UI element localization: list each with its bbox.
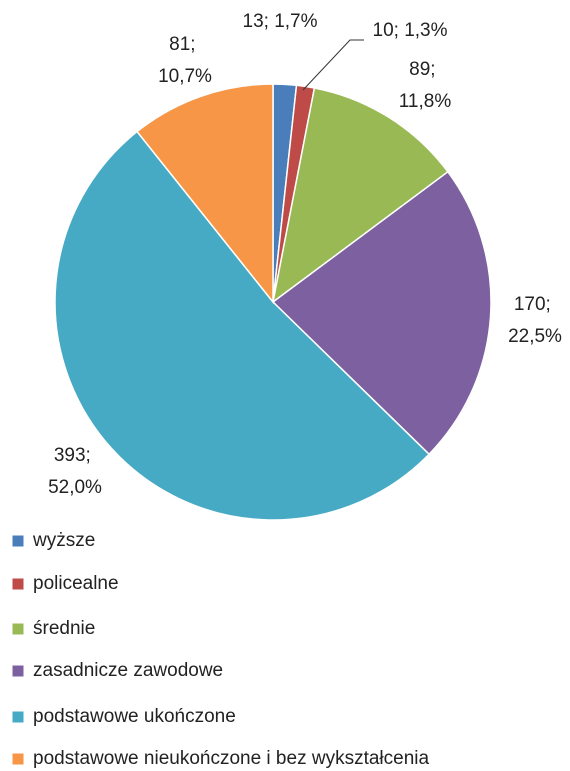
data-label: 170; 22,5%: [508, 294, 562, 347]
data-label: 81; 10,7%: [158, 34, 212, 87]
legend-swatch: [11, 534, 25, 548]
data-label-line: 393;: [54, 445, 96, 466]
legend-label: policealne: [33, 573, 119, 594]
data-label-line: 11,8%: [399, 91, 452, 112]
legend-swatch: [11, 710, 25, 724]
data-label-line: 170;: [514, 294, 556, 315]
data-label-line: 81;: [169, 34, 201, 55]
legend-label: średnie: [33, 618, 95, 639]
data-label: 89; 11,8%: [399, 59, 452, 112]
pie-slice: [271, 87, 449, 304]
data-label: 13; 1,7%: [243, 11, 318, 32]
data-label-line: 52,0%: [48, 477, 102, 498]
data-label: 393; 52,0%: [48, 445, 102, 498]
legend-swatch: [11, 577, 25, 591]
data-label-line: 22,5%: [508, 326, 562, 347]
legend-swatch: [11, 664, 25, 678]
legend-label: zasadnicze zawodowe: [33, 660, 223, 681]
legend-swatch: [11, 752, 25, 766]
legend-label: podstawowe ukończone: [33, 706, 236, 727]
pie-slice: [54, 130, 431, 521]
legend-swatch: [11, 622, 25, 636]
pie-slice: [136, 83, 274, 305]
legend-label: podstawowe nieukończone i bez wykształce…: [33, 748, 429, 769]
data-label: 10; 1,3%: [373, 20, 448, 41]
legend-label: wyższe: [32, 530, 95, 551]
data-label-line: 10,7%: [158, 66, 212, 87]
leader-line: [302, 39, 364, 91]
pie-slice: [271, 170, 492, 456]
data-label-line: 89;: [409, 59, 441, 80]
